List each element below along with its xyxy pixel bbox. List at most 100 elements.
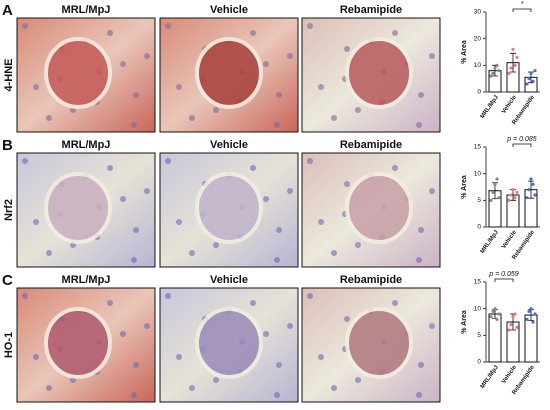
image-title: Rebamipide xyxy=(340,139,402,151)
y-tick-label: 10 xyxy=(474,62,482,69)
bar xyxy=(524,314,538,363)
cell xyxy=(429,188,435,194)
cell xyxy=(131,257,137,263)
data-point xyxy=(531,320,535,324)
cell xyxy=(276,92,282,98)
image-title: MRL/MpJ xyxy=(62,139,111,151)
error-bar xyxy=(510,52,516,73)
data-point xyxy=(529,71,533,75)
image-title: Vehicle xyxy=(210,4,248,16)
data-point xyxy=(493,182,497,186)
cell xyxy=(344,181,350,187)
glomerulus xyxy=(345,37,413,109)
data-point xyxy=(497,312,501,316)
cell xyxy=(276,362,282,368)
cell xyxy=(22,158,28,164)
data-point xyxy=(531,79,535,83)
cell xyxy=(176,84,182,90)
bar xyxy=(488,313,502,363)
significance-bracket xyxy=(512,143,532,147)
glomerulus xyxy=(195,37,263,109)
data-point xyxy=(511,315,515,319)
data-point xyxy=(525,82,529,86)
cell xyxy=(133,92,139,98)
panel-label: A xyxy=(2,2,13,19)
cell xyxy=(263,61,269,67)
image-title: Rebamipide xyxy=(340,4,402,16)
data-point xyxy=(495,317,499,321)
data-point xyxy=(489,198,493,202)
glomerulus xyxy=(195,307,263,379)
panel-label: C xyxy=(2,272,13,289)
y-tick-label: 15 xyxy=(474,144,482,151)
data-point xyxy=(491,190,495,194)
cell xyxy=(307,23,313,29)
cell xyxy=(307,158,313,164)
y-tick-label: 0 xyxy=(477,224,481,231)
cell xyxy=(418,227,424,233)
y-axis-label: % Area xyxy=(461,175,468,199)
cell xyxy=(131,392,137,398)
y-axis-label: % Area xyxy=(461,40,468,64)
data-point xyxy=(533,193,537,197)
data-point xyxy=(527,309,531,313)
y-tick-label: 10 xyxy=(474,170,482,177)
cell xyxy=(120,196,126,202)
cell xyxy=(418,92,424,98)
cell xyxy=(33,219,39,225)
cell xyxy=(392,165,398,171)
y-tick-label: 5 xyxy=(477,332,481,339)
data-point xyxy=(489,315,493,319)
cell xyxy=(22,293,28,299)
cell xyxy=(165,293,171,299)
data-point xyxy=(525,196,529,200)
data-point xyxy=(507,198,511,202)
cell xyxy=(274,392,280,398)
data-point xyxy=(497,69,501,73)
cell xyxy=(392,30,398,36)
glomerulus xyxy=(345,307,413,379)
cell xyxy=(250,300,256,306)
cell xyxy=(331,250,337,256)
stain-label: HO-1 xyxy=(3,332,15,358)
cell xyxy=(355,377,361,383)
glomerulus xyxy=(195,172,263,244)
y-tick-label: 0 xyxy=(477,359,481,366)
data-point xyxy=(489,74,493,78)
y-tick-label: 0 xyxy=(477,89,481,96)
data-point xyxy=(491,71,495,75)
cell xyxy=(176,219,182,225)
cell xyxy=(250,165,256,171)
data-point xyxy=(529,307,533,311)
image-title: MRL/MpJ xyxy=(62,274,111,286)
cell xyxy=(176,354,182,360)
data-point xyxy=(507,328,511,332)
data-point xyxy=(493,307,497,311)
image-title: MRL/MpJ xyxy=(62,4,111,16)
data-point xyxy=(495,177,499,181)
cell xyxy=(120,331,126,337)
cell xyxy=(287,188,293,194)
data-point xyxy=(515,55,519,59)
cell xyxy=(318,84,324,90)
stain-label: 4-HNE xyxy=(3,58,15,91)
x-tick-label: Vehicle xyxy=(501,229,518,250)
cell xyxy=(355,107,361,113)
cell xyxy=(418,362,424,368)
cell xyxy=(46,115,52,121)
data-point xyxy=(497,196,501,200)
data-point xyxy=(527,77,531,81)
cell xyxy=(133,227,139,233)
cell xyxy=(213,107,219,113)
cell xyxy=(46,385,52,391)
cell xyxy=(392,300,398,306)
cell xyxy=(120,61,126,67)
y-axis-label: % Area xyxy=(461,310,468,334)
cell xyxy=(416,122,422,128)
cell xyxy=(144,53,150,59)
data-point xyxy=(513,312,517,316)
cell xyxy=(344,46,350,52)
cell xyxy=(33,354,39,360)
cell xyxy=(429,323,435,329)
